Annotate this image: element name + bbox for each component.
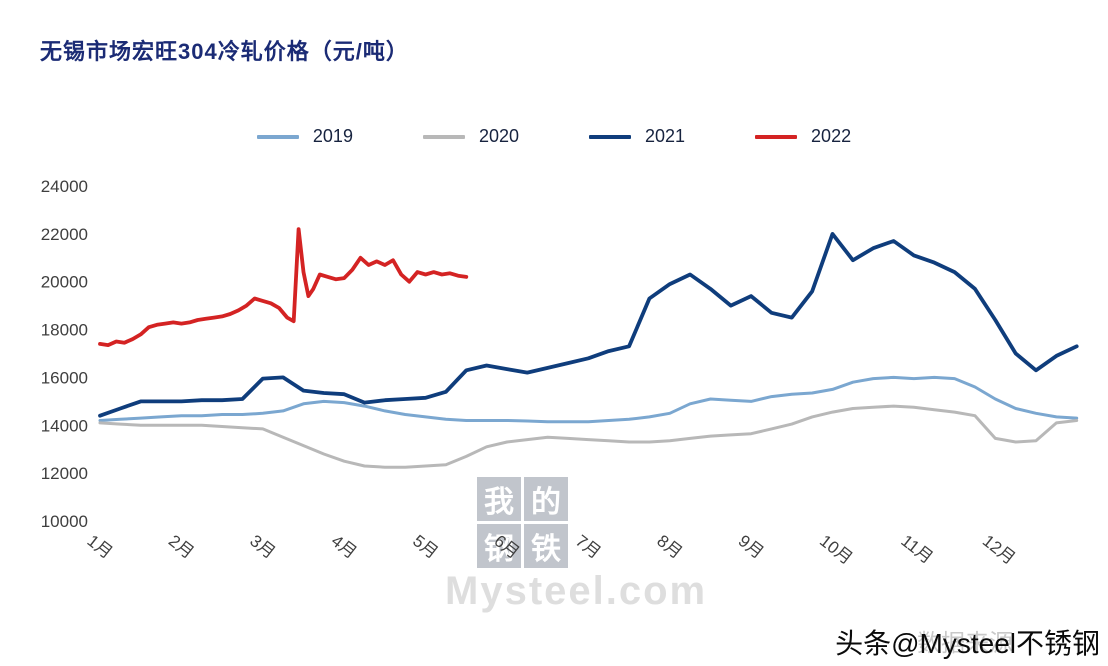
x-axis-tick-label: 7月: [572, 531, 605, 562]
x-axis-tick-label: 5月: [409, 531, 442, 562]
watermark-char: 钢: [477, 524, 521, 568]
y-axis-tick-label: 20000: [41, 273, 88, 292]
y-axis-tick-label: 22000: [41, 225, 88, 244]
x-axis-tick-label: 9月: [735, 531, 768, 562]
y-axis-tick-label: 18000: [41, 321, 88, 340]
x-axis-tick-label: 2月: [165, 531, 198, 562]
legend-item-2019: 2019: [256, 126, 353, 147]
x-axis-tick-label: 6月: [491, 531, 524, 562]
x-axis-tick-label: 3月: [246, 531, 279, 562]
legend-swatch-2019: [256, 134, 299, 139]
legend-label-2020: 2020: [478, 126, 519, 146]
legend-swatch-2022: [755, 134, 798, 139]
y-axis-tick-label: 24000: [41, 177, 88, 196]
legend-label-2021: 2021: [645, 126, 686, 146]
x-axis-tick-label: 10月: [816, 531, 856, 568]
x-axis-tick-label: 8月: [653, 531, 686, 562]
series-line-2022: [98, 227, 469, 348]
y-axis-tick-label: 12000: [41, 464, 88, 483]
page-title: 无锡市场宏旺304冷轧价格（元/吨）: [40, 39, 409, 64]
legend-label-2022: 2022: [811, 126, 852, 146]
watermark-char: 我: [477, 477, 521, 521]
mysteel-watermark: 我 的 钢 铁 Mysteel.com: [445, 477, 705, 613]
x-axis-tick-label: 1月: [84, 531, 117, 562]
legend-item-2022: 2022: [755, 126, 851, 147]
x-axis-tick-label: 12月: [979, 531, 1019, 568]
toutiao-credit: 头条@Mysteel不锈钢: [835, 628, 1100, 659]
series-line-2020: [98, 404, 1079, 469]
watermark-char: 的: [524, 477, 568, 521]
legend-swatch-2021: [589, 134, 631, 139]
data-source-faint-text: 数据来源: [917, 630, 1013, 657]
mysteel-watermark-characters: 我 的 钢 铁: [477, 477, 568, 568]
x-axis-tick-label: 4月: [328, 531, 361, 562]
chart-legend: 2019 2020 2021 2022: [0, 126, 1108, 147]
y-axis-tick-label: 10000: [41, 512, 88, 531]
watermark-char: 铁: [524, 524, 568, 568]
legend-item-2020: 2020: [422, 126, 519, 147]
y-axis-tick-label: 14000: [41, 416, 88, 435]
legend-swatch-2020: [422, 134, 465, 139]
y-axis-tick-label: 16000: [41, 368, 88, 387]
legend-item-2021: 2021: [589, 126, 685, 147]
series-line-2021: [98, 231, 1079, 418]
mysteel-site-watermark: Mysteel.com: [445, 569, 708, 613]
series-line-2019: [98, 375, 1079, 424]
x-axis-tick-label: 11月: [897, 531, 936, 567]
legend-label-2019: 2019: [312, 126, 353, 146]
